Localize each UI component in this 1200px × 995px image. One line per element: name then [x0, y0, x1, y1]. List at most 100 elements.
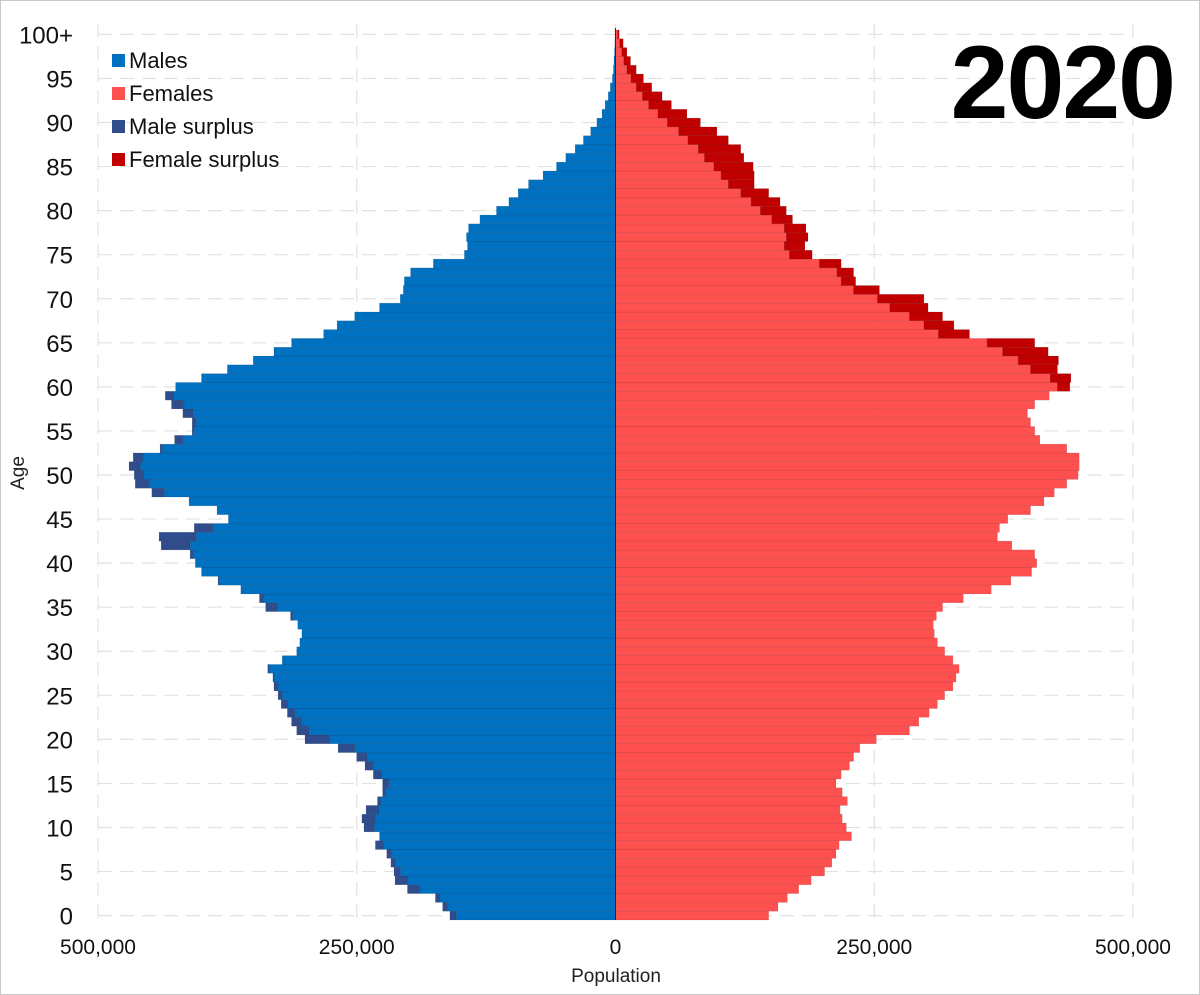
bar-female-age-28 [615, 664, 960, 674]
bar-female-age-93 [615, 91, 643, 101]
bar-female-surplus-age-73 [836, 267, 854, 277]
bar-male-surplus-age-17 [364, 761, 374, 771]
bar-male-age-67 [336, 320, 616, 330]
bar-female-age-50 [615, 470, 1079, 480]
bar-male-age-20 [329, 734, 616, 745]
bar-female-age-1 [615, 902, 779, 912]
bar-male-age-33 [297, 620, 616, 630]
bar-female-age-37 [615, 584, 992, 595]
bar-male-age-51 [140, 461, 616, 471]
bar-female-age-33 [615, 620, 934, 630]
bar-male-age-55 [194, 426, 616, 436]
bar-male-surplus-age-51 [128, 461, 141, 471]
bar-male-age-38 [218, 576, 616, 586]
bar-male-age-83 [528, 179, 616, 189]
bar-male-age-1 [447, 902, 616, 912]
bar-female-age-89 [615, 126, 679, 136]
bar-male-age-35 [276, 602, 616, 612]
bar-male-age-0 [455, 910, 616, 921]
bar-male-age-72 [404, 276, 616, 286]
bar-female-age-21 [615, 725, 910, 736]
legend-label-male-surplus: Male surplus [129, 113, 254, 139]
bar-male-surplus-age-52 [132, 452, 143, 463]
x-tick-label-0: 500,000 [60, 936, 136, 959]
bar-female-surplus-age-85 [713, 161, 754, 172]
bar-female-age-27 [615, 673, 957, 683]
bar-male-surplus-age-24 [280, 699, 288, 709]
bar-male-age-85 [556, 161, 616, 172]
bar-female-age-88 [615, 135, 689, 145]
bar-female-age-44 [615, 523, 1000, 533]
bar-male-age-7 [390, 849, 616, 859]
bar-male-surplus-age-26 [273, 681, 279, 692]
legend-item-males: Males [112, 44, 279, 77]
bar-female-surplus-age-70 [877, 294, 925, 304]
bar-female-age-55 [615, 426, 1035, 436]
bar-male-age-93 [608, 91, 616, 101]
bar-male-age-49 [149, 479, 616, 489]
bar-female-surplus-age-83 [728, 179, 755, 189]
y-tick-label-60: 60 [46, 375, 73, 402]
bar-male-surplus-age-14 [382, 787, 386, 797]
bar-female-surplus-age-94 [635, 82, 652, 92]
bar-male-age-77 [466, 232, 616, 242]
bar-female-age-86 [615, 153, 705, 163]
bar-male-age-18 [366, 752, 616, 762]
bar-male-surplus-age-53 [159, 443, 163, 454]
bar-female-age-31 [615, 637, 938, 648]
y-tick-label-45: 45 [46, 507, 73, 534]
bar-female-age-87 [615, 144, 699, 154]
bar-female-surplus-age-95 [630, 73, 644, 84]
bar-female-surplus-age-87 [698, 144, 741, 154]
bar-female-surplus-age-69 [889, 302, 929, 313]
bar-male-age-41 [192, 549, 616, 559]
bar-female-surplus-age-84 [720, 170, 755, 181]
bars [128, 29, 1080, 921]
bar-male-age-32 [301, 628, 616, 639]
legend-swatch-female-surplus [112, 153, 125, 166]
bar-female-surplus-age-81 [750, 197, 781, 207]
y-tick-label-95: 95 [46, 66, 73, 93]
bar-male-surplus-age-38 [217, 576, 220, 586]
bar-male-surplus-age-23 [287, 708, 295, 718]
bar-female-age-35 [615, 602, 943, 612]
bar-male-age-70 [399, 294, 616, 304]
bar-male-age-36 [263, 593, 616, 604]
bar-male-surplus-age-25 [277, 690, 283, 700]
bar-male-surplus-age-15 [382, 778, 390, 789]
bar-female-surplus-age-68 [909, 311, 943, 322]
bar-male-age-48 [163, 487, 616, 498]
bar-male-age-13 [380, 796, 616, 806]
bar-female-surplus-age-79 [771, 214, 793, 225]
year-label: 2020 [950, 25, 1176, 141]
bar-male-surplus-age-42 [160, 540, 191, 551]
bar-male-age-3 [419, 884, 616, 894]
bar-male-surplus-age-0 [449, 910, 457, 921]
bar-male-age-44 [212, 523, 616, 533]
bar-male-surplus-age-22 [291, 717, 303, 727]
bar-male-age-89 [590, 126, 616, 136]
bar-female-age-96 [615, 64, 628, 75]
bar-female-age-97 [615, 56, 625, 66]
bar-female-age-32 [615, 628, 935, 639]
bar-female-age-91 [615, 109, 659, 119]
bar-male-age-63 [253, 355, 616, 366]
bar-male-age-40 [195, 558, 616, 568]
bar-male-age-28 [269, 664, 616, 674]
bar-female-age-99 [615, 38, 620, 48]
bar-male-age-26 [277, 681, 616, 692]
y-tick-label-70: 70 [46, 287, 73, 314]
bar-female-age-43 [615, 532, 998, 542]
bar-male-surplus-age-58 [171, 399, 185, 410]
bar-female-surplus-age-71 [853, 285, 880, 295]
bar-female-surplus-age-92 [648, 100, 672, 110]
bar-female-surplus-age-86 [704, 153, 745, 163]
bar-female-age-22 [615, 717, 920, 727]
y-tick-label-30: 30 [46, 639, 73, 666]
bar-male-surplus-age-44 [194, 523, 214, 533]
bar-male-age-25 [281, 690, 616, 700]
legend-label-males: Males [129, 47, 188, 73]
bar-female-age-7 [615, 849, 837, 859]
bar-female-age-9 [615, 831, 852, 841]
bar-male-surplus-age-48 [151, 487, 165, 498]
